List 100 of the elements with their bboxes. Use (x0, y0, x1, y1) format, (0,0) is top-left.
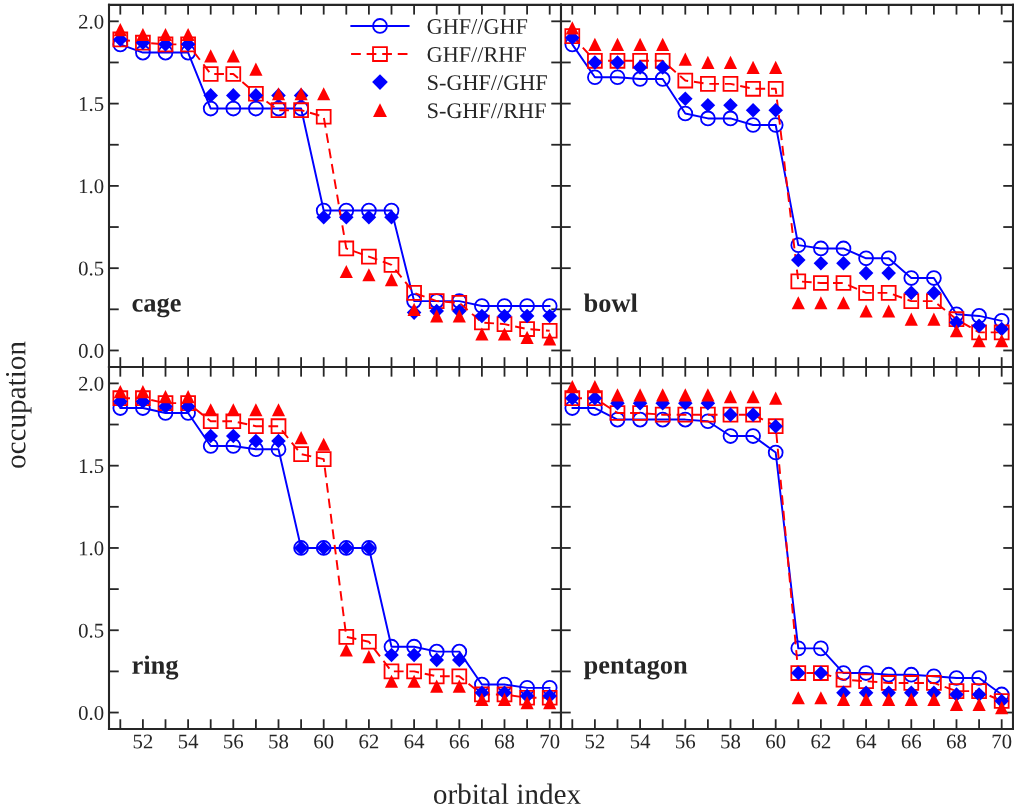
point (859, 692, 873, 706)
point (338, 628, 355, 645)
x-tick-label: 68 (494, 734, 515, 749)
point (317, 437, 331, 451)
point (520, 696, 534, 710)
point (541, 298, 558, 314)
point (904, 312, 918, 326)
point (858, 265, 874, 281)
point (678, 91, 693, 106)
point (654, 71, 671, 87)
point (429, 652, 444, 668)
point (248, 441, 264, 458)
point (587, 400, 603, 416)
point (497, 692, 512, 706)
point (158, 27, 173, 42)
point (361, 633, 377, 650)
point (949, 687, 964, 702)
point (202, 66, 219, 82)
y-tick-label: 0.0 (78, 343, 104, 358)
point (746, 60, 760, 74)
point (474, 314, 490, 331)
point (249, 403, 263, 417)
point (858, 673, 874, 690)
legend-label: GHF//RHF (427, 47, 526, 63)
point (428, 643, 445, 660)
y-tick-label: 2.0 (79, 376, 104, 391)
point (180, 44, 196, 61)
point (791, 691, 805, 705)
point (587, 69, 603, 86)
point (406, 663, 422, 680)
point (181, 389, 195, 404)
point (654, 411, 671, 428)
point (474, 676, 490, 693)
point (181, 27, 195, 42)
point (678, 388, 692, 402)
point (949, 324, 964, 338)
point (202, 100, 219, 117)
point (995, 334, 1009, 348)
point (113, 22, 127, 37)
point (541, 680, 558, 696)
point (565, 380, 579, 394)
point (384, 273, 399, 287)
point (428, 668, 445, 685)
point (317, 87, 331, 101)
point (882, 692, 896, 706)
y-tick-label: 0.5 (78, 623, 104, 638)
point (927, 692, 941, 706)
point (700, 110, 716, 127)
point (745, 102, 761, 118)
point (452, 679, 466, 693)
point (113, 385, 127, 399)
point (859, 304, 873, 318)
x-tick-label: 64 (404, 734, 425, 749)
point (767, 444, 784, 461)
point (384, 209, 399, 225)
point (225, 413, 242, 430)
point (769, 391, 783, 405)
legend-label: S-GHF//RHF (428, 103, 546, 119)
x-tick-label: 62 (359, 734, 379, 749)
point (790, 640, 807, 657)
point (588, 380, 602, 394)
point (497, 327, 512, 341)
x-tick-label: 60 (766, 734, 786, 749)
point (904, 692, 918, 706)
point (677, 411, 694, 428)
point (180, 395, 196, 411)
point (926, 675, 942, 691)
point (746, 389, 760, 404)
point (226, 88, 241, 103)
y-tick-label: 1.5 (79, 459, 104, 474)
point (452, 309, 466, 323)
x-tick-label: 68 (946, 734, 967, 749)
point (701, 55, 715, 70)
legend-label: S-GHF//GHF (428, 75, 547, 91)
point (135, 390, 151, 407)
point (474, 298, 490, 314)
point (880, 666, 897, 683)
point (294, 431, 308, 445)
point (677, 406, 694, 423)
point (203, 88, 218, 103)
point (136, 385, 150, 399)
point (315, 108, 332, 125)
legend-label: GHF//GHF (427, 19, 528, 34)
point (519, 680, 535, 696)
y-tick-label: 1.0 (79, 179, 104, 194)
x-tick-label: 58 (269, 734, 289, 749)
point (610, 388, 625, 402)
point (972, 697, 986, 711)
point (361, 248, 377, 265)
point (226, 428, 241, 444)
x-tick-label: 64 (856, 734, 877, 749)
y-axis-title: occupation (6, 341, 32, 468)
point (407, 674, 421, 688)
point (926, 270, 942, 286)
point (543, 696, 557, 710)
point (588, 37, 602, 51)
x-tick-label: 66 (901, 734, 922, 749)
x-axis-title: orbital index (434, 783, 581, 805)
point (654, 52, 671, 69)
x-tick-label: 60 (314, 734, 334, 749)
